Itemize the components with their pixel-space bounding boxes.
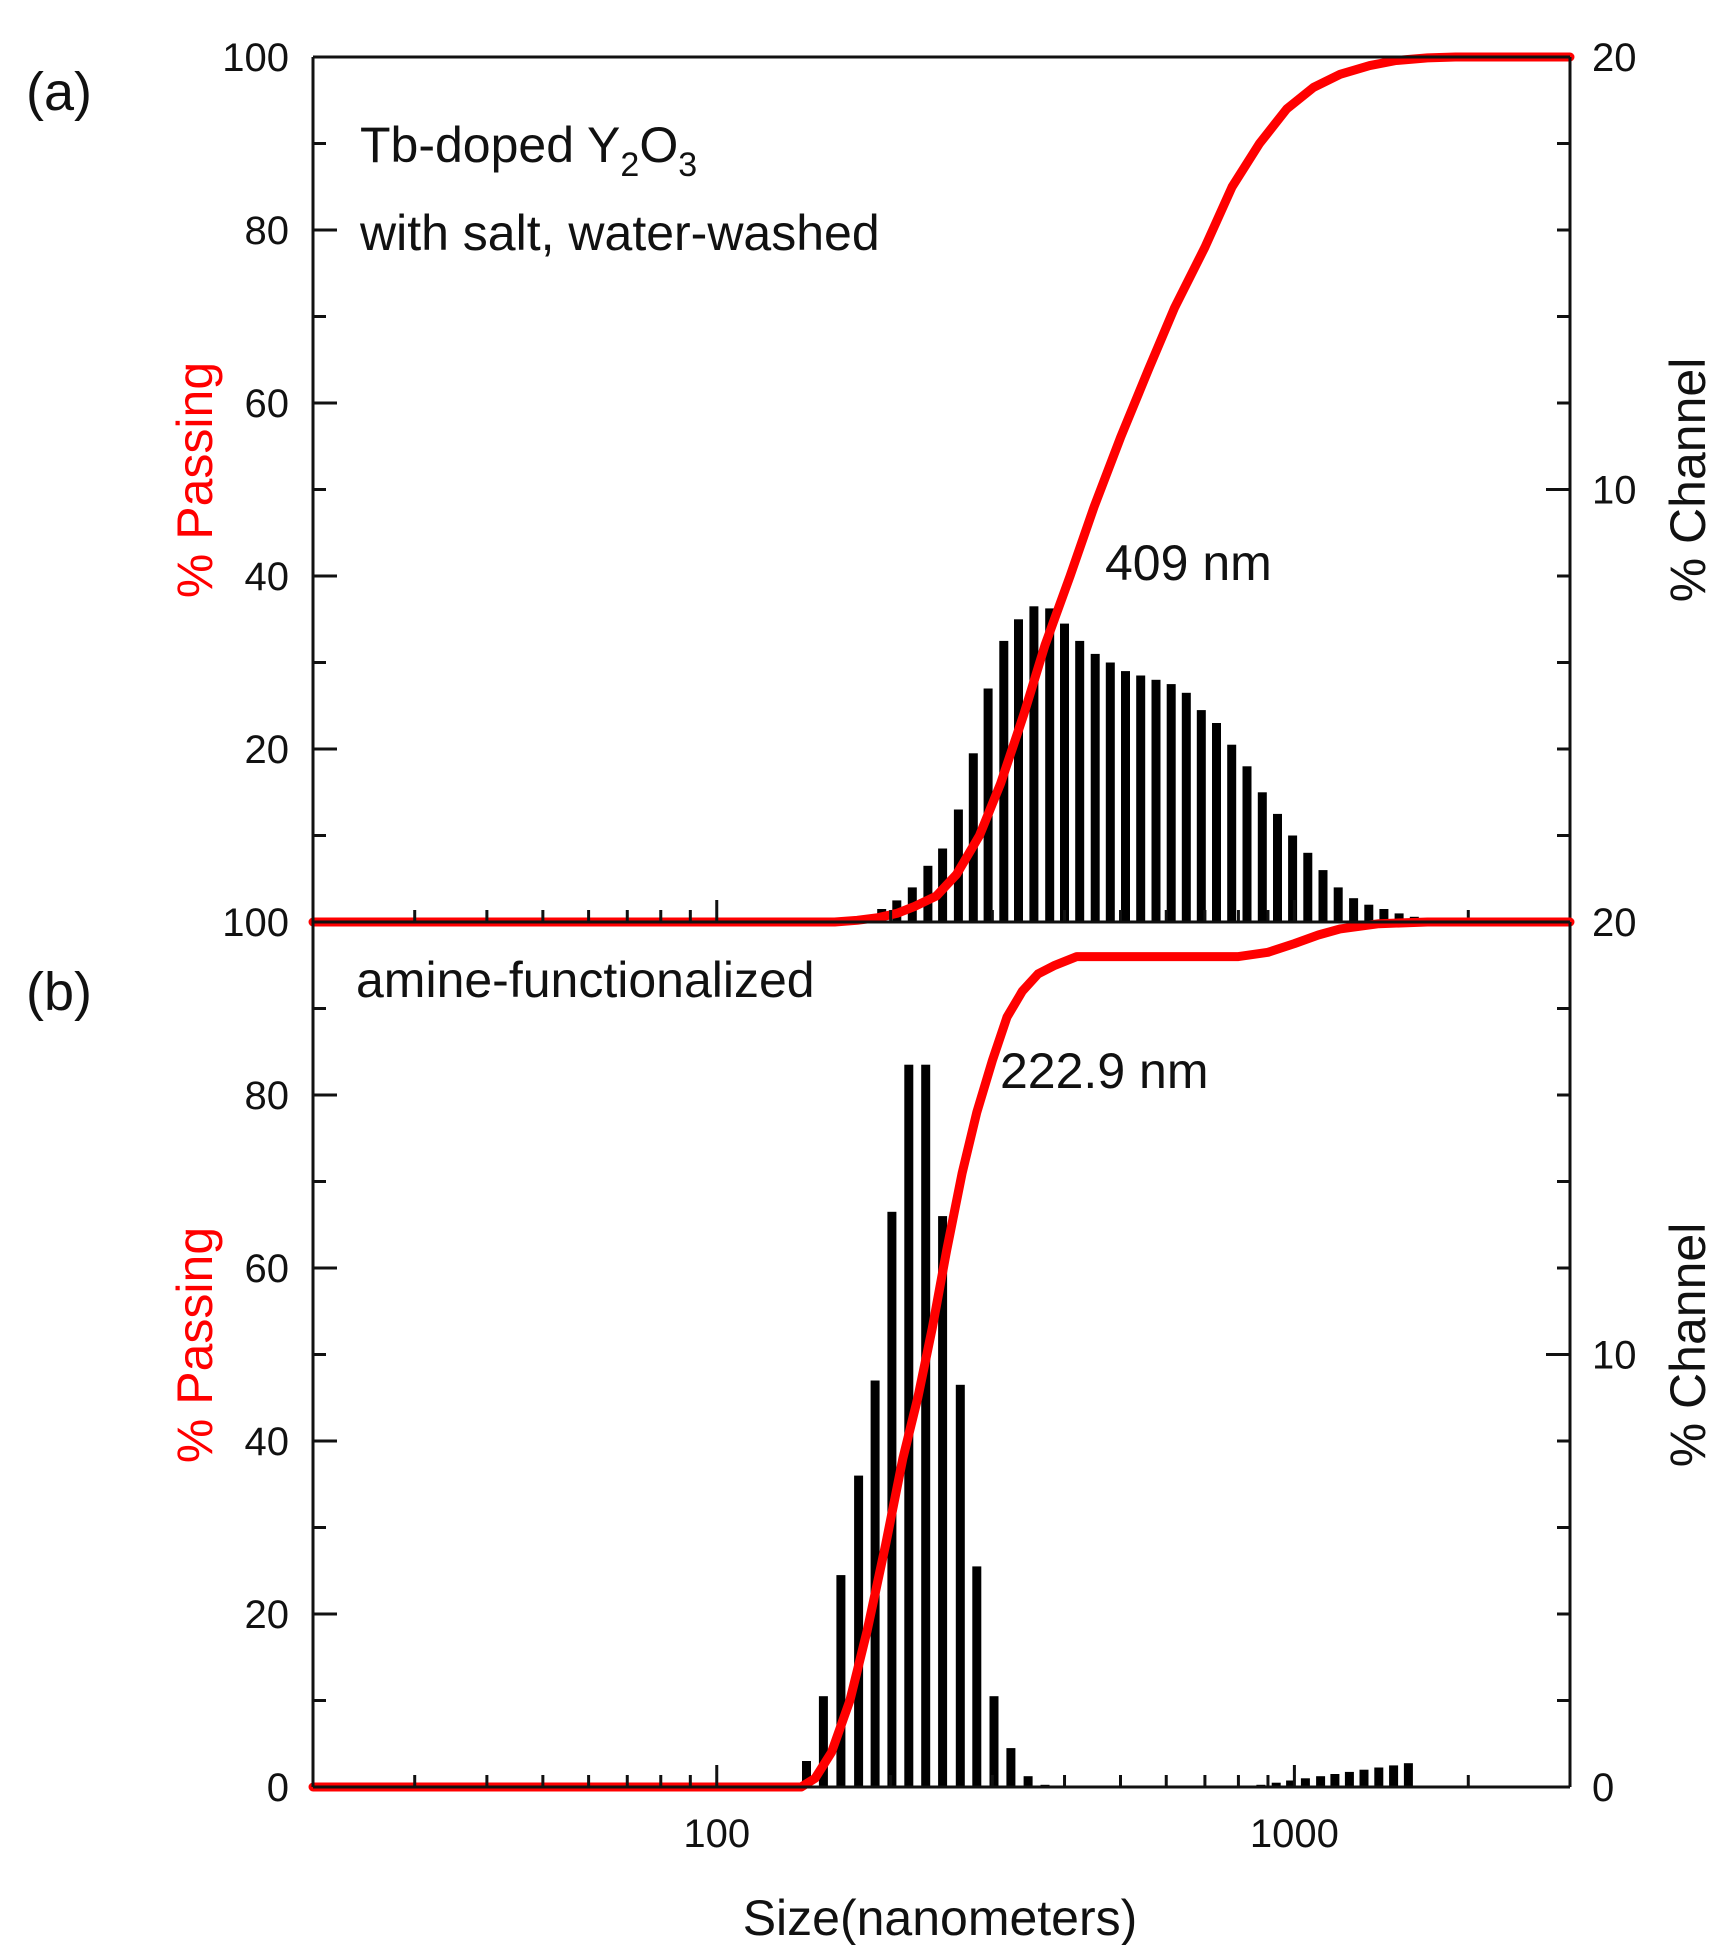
panel-b-channel-bar [854,1475,864,1787]
panel-b-channel-bar [938,1216,948,1787]
panel-b-left-tick-label: 80 [245,1074,290,1118]
panel-b-right-tick-label: 10 [1592,1334,1637,1378]
panel-a-annotation: 409 nm [1105,535,1272,591]
panel-a-channel-bar [1045,608,1055,922]
panel-b-channel-bar [1023,1776,1033,1787]
panel-a-channel-bar [1318,870,1328,922]
panel-a-left-tick-label: 80 [245,209,290,253]
panel-a-channel-bar [923,865,933,922]
panel-a-channel-bar [1014,619,1023,923]
panel-b-channel-bar [1006,1748,1016,1787]
panel-a-channel-bar [1394,913,1404,922]
panel-b-left-tick-label: 20 [245,1593,290,1637]
panel-a-ylabel-left: % Passing [167,362,223,598]
panel-a-channel-bar [1273,813,1282,922]
panel-b-channel-bar [972,1566,982,1787]
panel-b-channel-bar [1389,1765,1399,1787]
panel-b-right-tick-label: 0 [1592,1766,1614,1810]
panel-b-passing-curve [308,917,1575,1792]
panel-a-channel-bar [1166,684,1176,922]
panel-a-ylabel-right: % Channel [1660,358,1716,603]
panel-a-channel-bar [1060,623,1069,922]
panel-b-ylabel-left: % Passing [167,1227,223,1463]
panel-a-channel-bar [1349,898,1359,922]
panel-b-right-tick-label: 20 [1592,901,1637,945]
panel-b-x-tick-label: 1000 [1250,1812,1339,1856]
panel-b-channel-bar [1374,1767,1384,1787]
panel-a-plot: 20 40 60 80 100 10 20 [222,36,1637,927]
panel-a-channel-bar [1121,671,1130,922]
panel-b-annotation: 222.9 nm [1000,1043,1208,1099]
panel-b-left-tick-label: 100 [222,901,289,945]
panel-a-right-tick-label: 20 [1592,36,1637,80]
panel-a-left-tick-label: 40 [245,555,290,599]
panel-b-channel-bar [1344,1771,1354,1787]
panel-b-label: (b) [26,962,92,1022]
panel-a-channel-bar [1136,675,1146,922]
panel-a-right-tick-label: 10 [1592,469,1637,513]
panel-a-passing-curve [308,52,1575,927]
panel-a-title-prefix: Tb-doped Y [360,117,620,173]
panel-b-channel-bar [1286,1780,1296,1787]
panel-b-channel-bar [955,1384,965,1787]
panel-b-channel-bar [1271,1782,1281,1787]
panel-b-x-tick-label: 100 [683,1812,750,1856]
panel-a-channel-bar [1288,835,1298,922]
panel-a-channel-bar [1333,887,1343,922]
panel-a-channel-bar [1151,679,1161,922]
panel-b-channel-bar [818,1696,828,1787]
panel-b-title: amine-functionalized [356,952,815,1008]
panel-a-channel-bar [1075,640,1085,922]
panel-b-channel-bar [836,1575,846,1787]
panel-a-channel-bar [1227,744,1237,922]
panel-b-channel-bar [1330,1774,1340,1787]
panel-b-channel-bar [802,1761,811,1787]
panel-b: (b) amine-functionalized 222.9 nm % Pass… [26,952,1716,1945]
panel-a-title-sub2: 3 [678,146,697,184]
panel-a-title-line2: with salt, water-washed [359,205,880,261]
panel-a-channel-bar [1364,904,1374,922]
panel-b-channel-bar [1316,1776,1326,1787]
panel-a-label: (a) [26,62,92,122]
panel-a-channel-bar [1029,606,1039,922]
panel-a-title-line1: Tb-doped Y2O3 [360,117,697,184]
panel-b-left-tick-label: 40 [245,1420,290,1464]
panel-a-left-tick-label: 20 [245,728,290,772]
panel-a-channel-bar [1181,692,1191,922]
panel-a-channel-bar [1379,909,1389,922]
panel-a-channel-bar [1090,653,1100,922]
panel-a-channel-bar [1212,723,1221,922]
panel-a-channel-bar [1303,852,1313,922]
panel-a-channel-bar [1242,766,1252,922]
panel-a-title-mid: O [639,117,678,173]
panel-a-title-sub1: 2 [620,146,639,184]
panel-b-channel-bar [989,1696,999,1787]
x-axis-title: Size(nanometers) [743,1890,1138,1945]
panel-b-channel-bar [921,1064,931,1787]
panel-a-channel-bar [1257,792,1267,923]
panel-b-ylabel-right: % Channel [1660,1223,1716,1468]
panel-a-channel-bar [1105,662,1115,922]
panel-a-left-tick-label: 100 [222,36,289,80]
panel-a: (a) Tb-doped Y2O3 with salt, water-washe… [26,62,1716,602]
panel-b-channel-bar [1300,1778,1310,1787]
panel-b-channel-bar [1403,1763,1413,1787]
panel-a-channel-bar [1196,710,1206,922]
panel-b-left-tick-label: 60 [245,1247,290,1291]
panel-b-channel-bar [1359,1769,1369,1787]
panel-b-left-tick-label: 0 [267,1766,289,1810]
panel-a-left-tick-label: 60 [245,382,290,426]
